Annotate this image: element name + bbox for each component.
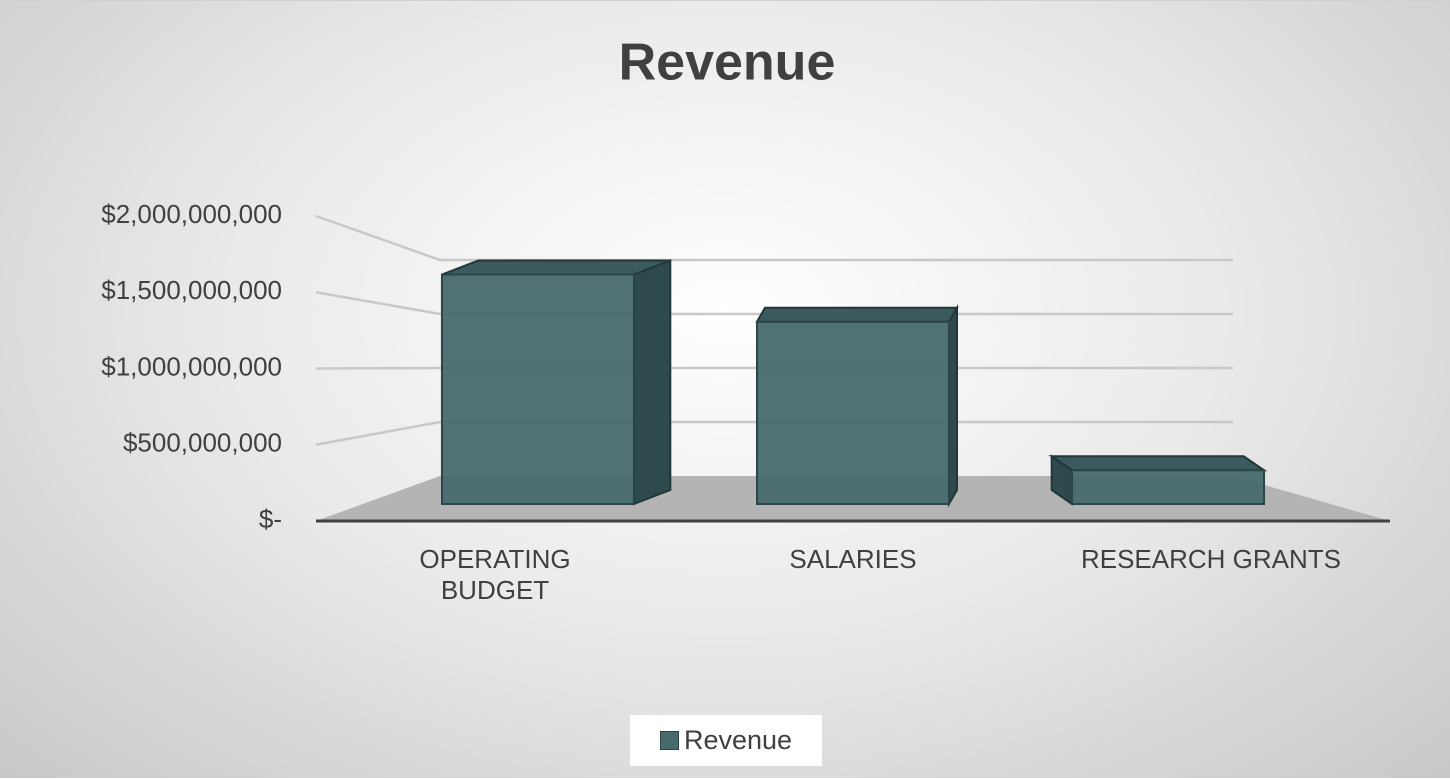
bar	[1048, 454, 1268, 506]
grid-line	[315, 291, 1233, 316]
x-tick-label: OPERATING BUDGET	[419, 544, 571, 605]
grid-line	[315, 214, 1233, 262]
legend-label: Revenue	[683, 725, 793, 755]
bar-front	[1071, 469, 1266, 505]
chart-title: Revenue	[619, 34, 836, 92]
bar-front	[756, 320, 950, 505]
legend: Revenue	[630, 715, 822, 766]
x-tick-label: SALARIES	[789, 544, 917, 574]
grid-line	[315, 420, 1233, 446]
bar-front	[440, 273, 635, 505]
y-tick-label: $500,000,000	[123, 428, 282, 458]
y-tick-label: $1,000,000,000	[101, 351, 282, 381]
y-tick-label: $2,000,000,000	[101, 199, 282, 229]
bar-top	[1048, 455, 1268, 472]
bar	[440, 259, 672, 506]
legend-swatch	[659, 731, 679, 750]
bar	[755, 303, 959, 508]
bar-top	[441, 259, 671, 276]
bar-top	[755, 306, 959, 323]
y-tick-label: $1,500,000,000	[101, 275, 282, 305]
bar-side	[632, 259, 672, 506]
y-tick-label: $-	[259, 504, 282, 534]
x-tick-label: RESEARCH GRANTS	[1080, 544, 1342, 574]
grid-line	[315, 366, 1233, 370]
bar-side	[948, 303, 958, 508]
